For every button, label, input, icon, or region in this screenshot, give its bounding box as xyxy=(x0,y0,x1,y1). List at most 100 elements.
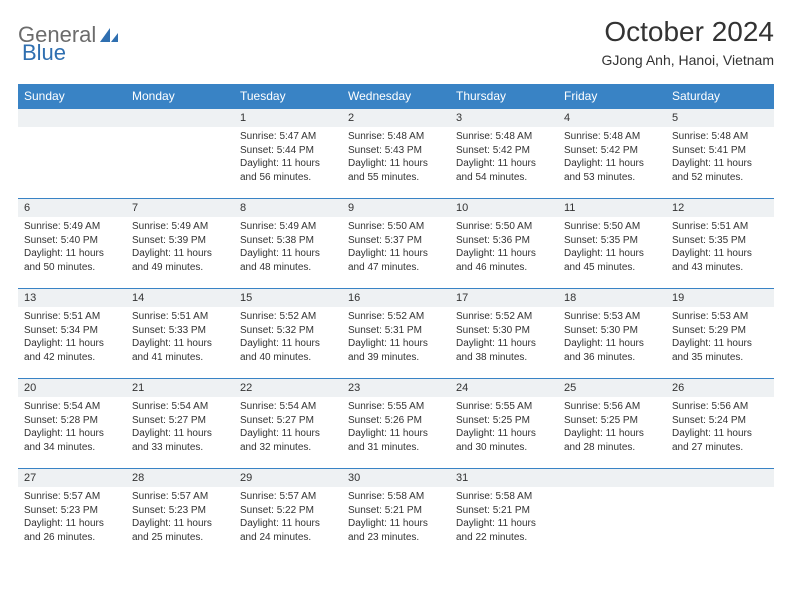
day-number: 19 xyxy=(666,289,774,307)
daylight-text: Daylight: 11 hours and 24 minutes. xyxy=(240,517,336,544)
sunset-text: Sunset: 5:21 PM xyxy=(348,504,444,518)
sunset-text: Sunset: 5:23 PM xyxy=(132,504,228,518)
daylight-text: Daylight: 11 hours and 32 minutes. xyxy=(240,427,336,454)
day-cell: 5 Sunrise: 5:48 AMSunset: 5:41 PMDaylight… xyxy=(666,109,774,199)
sunset-text: Sunset: 5:36 PM xyxy=(456,234,552,248)
day-details: Sunrise: 5:50 AMSunset: 5:36 PMDaylight:… xyxy=(450,217,558,277)
day-number: 5 xyxy=(666,109,774,127)
sunset-text: Sunset: 5:22 PM xyxy=(240,504,336,518)
sunrise-text: Sunrise: 5:52 AM xyxy=(240,310,336,324)
daylight-text: Daylight: 11 hours and 52 minutes. xyxy=(672,157,768,184)
day-cell: 4Sunrise: 5:48 AMSunset: 5:42 PMDaylight… xyxy=(558,109,666,199)
sunset-text: Sunset: 5:43 PM xyxy=(348,144,444,158)
day-number: 21 xyxy=(126,379,234,397)
daylight-text: Daylight: 11 hours and 36 minutes. xyxy=(564,337,660,364)
sunset-text: Sunset: 5:23 PM xyxy=(24,504,120,518)
sunset-text: Sunset: 5:39 PM xyxy=(132,234,228,248)
sunrise-text: Sunrise: 5:55 AM xyxy=(456,400,552,414)
day-details: Sunrise: 5:47 AMSunset: 5:44 PMDaylight:… xyxy=(234,127,342,187)
day-details: Sunrise: 5:57 AMSunset: 5:23 PMDaylight:… xyxy=(18,487,126,547)
day-details: Sunrise: 5:51 AMSunset: 5:35 PMDaylight:… xyxy=(666,217,774,277)
sunset-text: Sunset: 5:26 PM xyxy=(348,414,444,428)
day-details: Sunrise: 5:56 AMSunset: 5:24 PMDaylight:… xyxy=(666,397,774,457)
daylight-text: Daylight: 11 hours and 45 minutes. xyxy=(564,247,660,274)
sunrise-text: Sunrise: 5:50 AM xyxy=(564,220,660,234)
day-details: Sunrise: 5:51 AMSunset: 5:33 PMDaylight:… xyxy=(126,307,234,367)
day-cell: 25Sunrise: 5:56 AMSunset: 5:25 PMDayligh… xyxy=(558,379,666,469)
day-cell: 18Sunrise: 5:53 AMSunset: 5:30 PMDayligh… xyxy=(558,289,666,379)
day-number-empty xyxy=(666,469,774,487)
sunrise-text: Sunrise: 5:49 AM xyxy=(132,220,228,234)
day-number: 18 xyxy=(558,289,666,307)
day-number: 26 xyxy=(666,379,774,397)
weekday-header: Monday xyxy=(126,84,234,109)
sunset-text: Sunset: 5:42 PM xyxy=(564,144,660,158)
day-details: Sunrise: 5:52 AMSunset: 5:31 PMDaylight:… xyxy=(342,307,450,367)
day-number: 4 xyxy=(558,109,666,127)
day-cell: 22Sunrise: 5:54 AMSunset: 5:27 PMDayligh… xyxy=(234,379,342,469)
day-number-empty xyxy=(558,469,666,487)
day-cell: 3Sunrise: 5:48 AMSunset: 5:42 PMDaylight… xyxy=(450,109,558,199)
sunrise-text: Sunrise: 5:53 AM xyxy=(672,310,768,324)
sunrise-text: Sunrise: 5:48 AM xyxy=(672,130,768,144)
daylight-text: Daylight: 11 hours and 56 minutes. xyxy=(240,157,336,184)
day-cell: 6Sunrise: 5:49 AMSunset: 5:40 PMDaylight… xyxy=(18,199,126,289)
day-cell: 21Sunrise: 5:54 AMSunset: 5:27 PMDayligh… xyxy=(126,379,234,469)
day-number: 31 xyxy=(450,469,558,487)
sunset-text: Sunset: 5:40 PM xyxy=(24,234,120,248)
sunset-text: Sunset: 5:35 PM xyxy=(564,234,660,248)
daylight-text: Daylight: 11 hours and 43 minutes. xyxy=(672,247,768,274)
sunrise-text: Sunrise: 5:57 AM xyxy=(24,490,120,504)
day-cell: 14Sunrise: 5:51 AMSunset: 5:33 PMDayligh… xyxy=(126,289,234,379)
sunset-text: Sunset: 5:37 PM xyxy=(348,234,444,248)
day-cell: 13Sunrise: 5:51 AMSunset: 5:34 PMDayligh… xyxy=(18,289,126,379)
daylight-text: Daylight: 11 hours and 42 minutes. xyxy=(24,337,120,364)
daylight-text: Daylight: 11 hours and 31 minutes. xyxy=(348,427,444,454)
sunset-text: Sunset: 5:35 PM xyxy=(672,234,768,248)
daylight-text: Daylight: 11 hours and 49 minutes. xyxy=(132,247,228,274)
sunrise-text: Sunrise: 5:56 AM xyxy=(564,400,660,414)
day-cell: 16Sunrise: 5:52 AMSunset: 5:31 PMDayligh… xyxy=(342,289,450,379)
sunrise-text: Sunrise: 5:52 AM xyxy=(348,310,444,324)
logo-text-blue: Blue xyxy=(22,40,66,65)
day-number: 7 xyxy=(126,199,234,217)
day-number: 17 xyxy=(450,289,558,307)
day-details: Sunrise: 5:58 AMSunset: 5:21 PMDaylight:… xyxy=(342,487,450,547)
daylight-text: Daylight: 11 hours and 26 minutes. xyxy=(24,517,120,544)
sunset-text: Sunset: 5:41 PM xyxy=(672,144,768,158)
sunset-text: Sunset: 5:27 PM xyxy=(132,414,228,428)
sunset-text: Sunset: 5:33 PM xyxy=(132,324,228,338)
sunrise-text: Sunrise: 5:51 AM xyxy=(24,310,120,324)
day-details: Sunrise: 5:49 AMSunset: 5:38 PMDaylight:… xyxy=(234,217,342,277)
sunset-text: Sunset: 5:38 PM xyxy=(240,234,336,248)
sunset-text: Sunset: 5:24 PM xyxy=(672,414,768,428)
sunrise-text: Sunrise: 5:55 AM xyxy=(348,400,444,414)
day-details: Sunrise: 5:49 AMSunset: 5:39 PMDaylight:… xyxy=(126,217,234,277)
day-cell: 19Sunrise: 5:53 AMSunset: 5:29 PMDayligh… xyxy=(666,289,774,379)
day-cell: 27Sunrise: 5:57 AMSunset: 5:23 PMDayligh… xyxy=(18,469,126,559)
day-number: 13 xyxy=(18,289,126,307)
day-number: 30 xyxy=(342,469,450,487)
day-cell xyxy=(558,469,666,559)
daylight-text: Daylight: 11 hours and 46 minutes. xyxy=(456,247,552,274)
day-cell: 2Sunrise: 5:48 AMSunset: 5:43 PMDaylight… xyxy=(342,109,450,199)
sunset-text: Sunset: 5:21 PM xyxy=(456,504,552,518)
title-block: October 2024 GJong Anh, Hanoi, Vietnam xyxy=(601,16,774,68)
day-number: 3 xyxy=(450,109,558,127)
day-cell xyxy=(18,109,126,199)
day-cell xyxy=(126,109,234,199)
sunrise-text: Sunrise: 5:48 AM xyxy=(348,130,444,144)
daylight-text: Daylight: 11 hours and 25 minutes. xyxy=(132,517,228,544)
day-details: Sunrise: 5:53 AMSunset: 5:30 PMDaylight:… xyxy=(558,307,666,367)
day-number: 14 xyxy=(126,289,234,307)
day-number-empty xyxy=(18,109,126,127)
day-details: Sunrise: 5:51 AMSunset: 5:34 PMDaylight:… xyxy=(18,307,126,367)
day-details: Sunrise: 5:48 AMSunset: 5:43 PMDaylight:… xyxy=(342,127,450,187)
day-number: 10 xyxy=(450,199,558,217)
day-details: Sunrise: 5:57 AMSunset: 5:23 PMDaylight:… xyxy=(126,487,234,547)
day-cell: 11Sunrise: 5:50 AMSunset: 5:35 PMDayligh… xyxy=(558,199,666,289)
weekday-header: Sunday xyxy=(18,84,126,109)
day-number: 22 xyxy=(234,379,342,397)
daylight-text: Daylight: 11 hours and 23 minutes. xyxy=(348,517,444,544)
sunrise-text: Sunrise: 5:54 AM xyxy=(24,400,120,414)
